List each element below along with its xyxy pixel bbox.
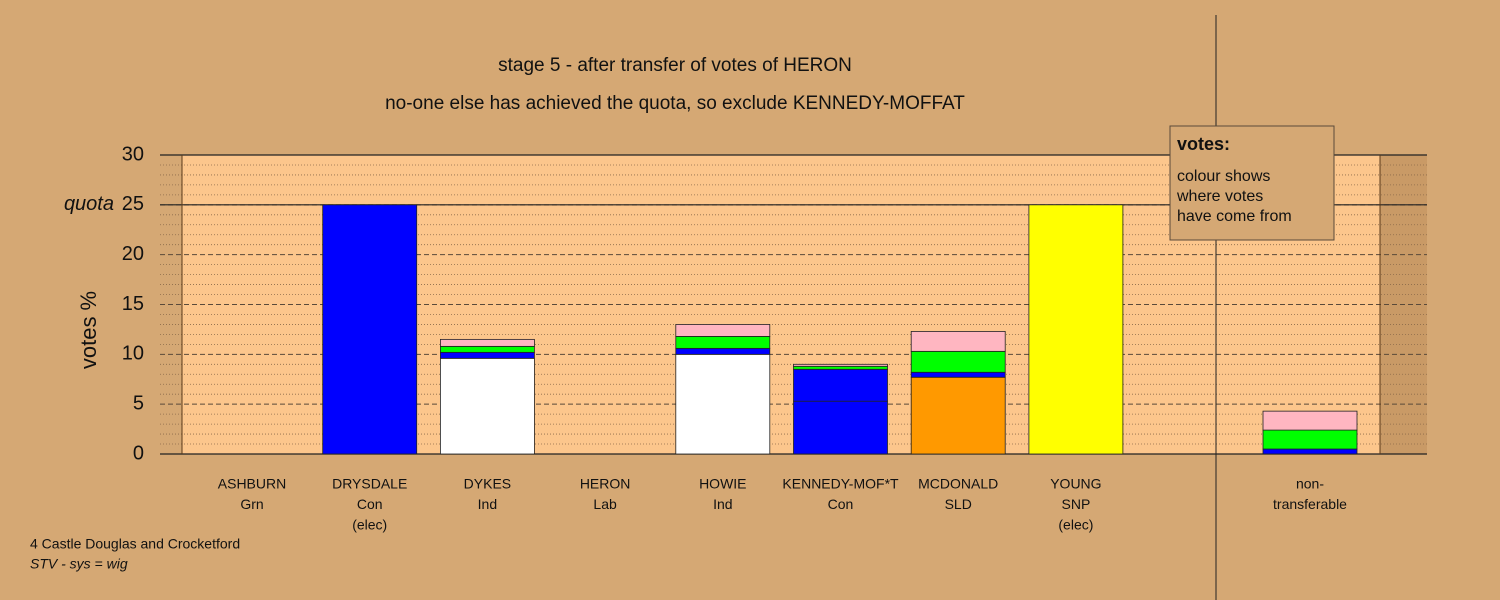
bar-segment bbox=[910, 371, 1006, 378]
y-tick-label: 5 bbox=[133, 392, 144, 414]
bar-segment bbox=[1028, 204, 1124, 455]
x-tick-label: transferable bbox=[1273, 496, 1347, 512]
bar-segment bbox=[439, 345, 535, 353]
bar-segment bbox=[439, 351, 535, 359]
bar-segment bbox=[910, 350, 1006, 373]
bar-segment bbox=[910, 331, 1006, 352]
x-tick-label: KENNEDY-MOF*T bbox=[782, 476, 899, 492]
y-axis-label: votes % bbox=[76, 291, 101, 369]
x-tick-label: YOUNG bbox=[1050, 476, 1101, 492]
legend-title: votes: bbox=[1177, 134, 1230, 154]
x-tick-label: SLD bbox=[945, 496, 972, 512]
x-tick-label: MCDONALD bbox=[918, 476, 998, 492]
bar-segment bbox=[439, 357, 535, 455]
chart-title: stage 5 - after transfer of votes of HER… bbox=[498, 55, 852, 76]
x-tick-label: (elec) bbox=[352, 517, 387, 533]
y-tick-label: 20 bbox=[122, 243, 144, 265]
bar-segment bbox=[675, 353, 771, 455]
x-tick-label: DYKES bbox=[464, 476, 511, 492]
legend: votes: colour shows where votes have com… bbox=[1169, 125, 1335, 241]
bar-segment bbox=[1262, 429, 1358, 450]
bar-segment bbox=[1262, 448, 1358, 455]
bar-segment bbox=[439, 338, 535, 347]
quota-label: quota bbox=[64, 193, 114, 215]
x-tick-label: Ind bbox=[478, 496, 497, 512]
x-tick-label: ASHBURN bbox=[218, 476, 286, 492]
x-tick-label: Ind bbox=[713, 496, 732, 512]
bar-segment bbox=[675, 335, 771, 349]
x-tick-label: Grn bbox=[240, 496, 263, 512]
bar-segment bbox=[1262, 410, 1358, 431]
x-tick-label: Con bbox=[828, 496, 854, 512]
bar-segment bbox=[675, 347, 771, 355]
legend-text: have come from bbox=[1177, 208, 1292, 225]
y-tick-label: 10 bbox=[122, 343, 144, 365]
x-tick-label: Lab bbox=[593, 496, 617, 512]
x-tick-label: HERON bbox=[580, 476, 631, 492]
x-tick-label: Con bbox=[357, 496, 383, 512]
bar-segment bbox=[322, 204, 418, 455]
bar-segment bbox=[793, 363, 888, 367]
note: 4 Castle Douglas and Crocketford bbox=[30, 536, 240, 552]
y-tick-label: 30 bbox=[122, 143, 144, 165]
x-tick-label: DRYSDALE bbox=[332, 476, 407, 492]
bar-segment bbox=[793, 365, 888, 370]
legend-box bbox=[1169, 125, 1335, 241]
y-tick-label: 0 bbox=[133, 442, 144, 464]
x-tick-label: HOWIE bbox=[699, 476, 746, 492]
bar-segment bbox=[675, 324, 771, 337]
y-tick-label: 15 bbox=[122, 293, 144, 315]
legend-text: where votes bbox=[1176, 188, 1263, 205]
x-tick-label: SNP bbox=[1062, 496, 1091, 512]
bar-segment bbox=[910, 376, 1006, 455]
note: STV - sys = wig bbox=[30, 556, 128, 572]
x-tick-label: non- bbox=[1296, 476, 1324, 492]
y-tick-label: 25 bbox=[122, 193, 144, 215]
chart-subtitle: no-one else has achieved the quota, so e… bbox=[385, 93, 965, 114]
bar-segment bbox=[793, 400, 888, 455]
legend-text: colour shows bbox=[1177, 168, 1270, 185]
bar-segment bbox=[793, 368, 888, 402]
x-tick-label: (elec) bbox=[1058, 517, 1093, 533]
